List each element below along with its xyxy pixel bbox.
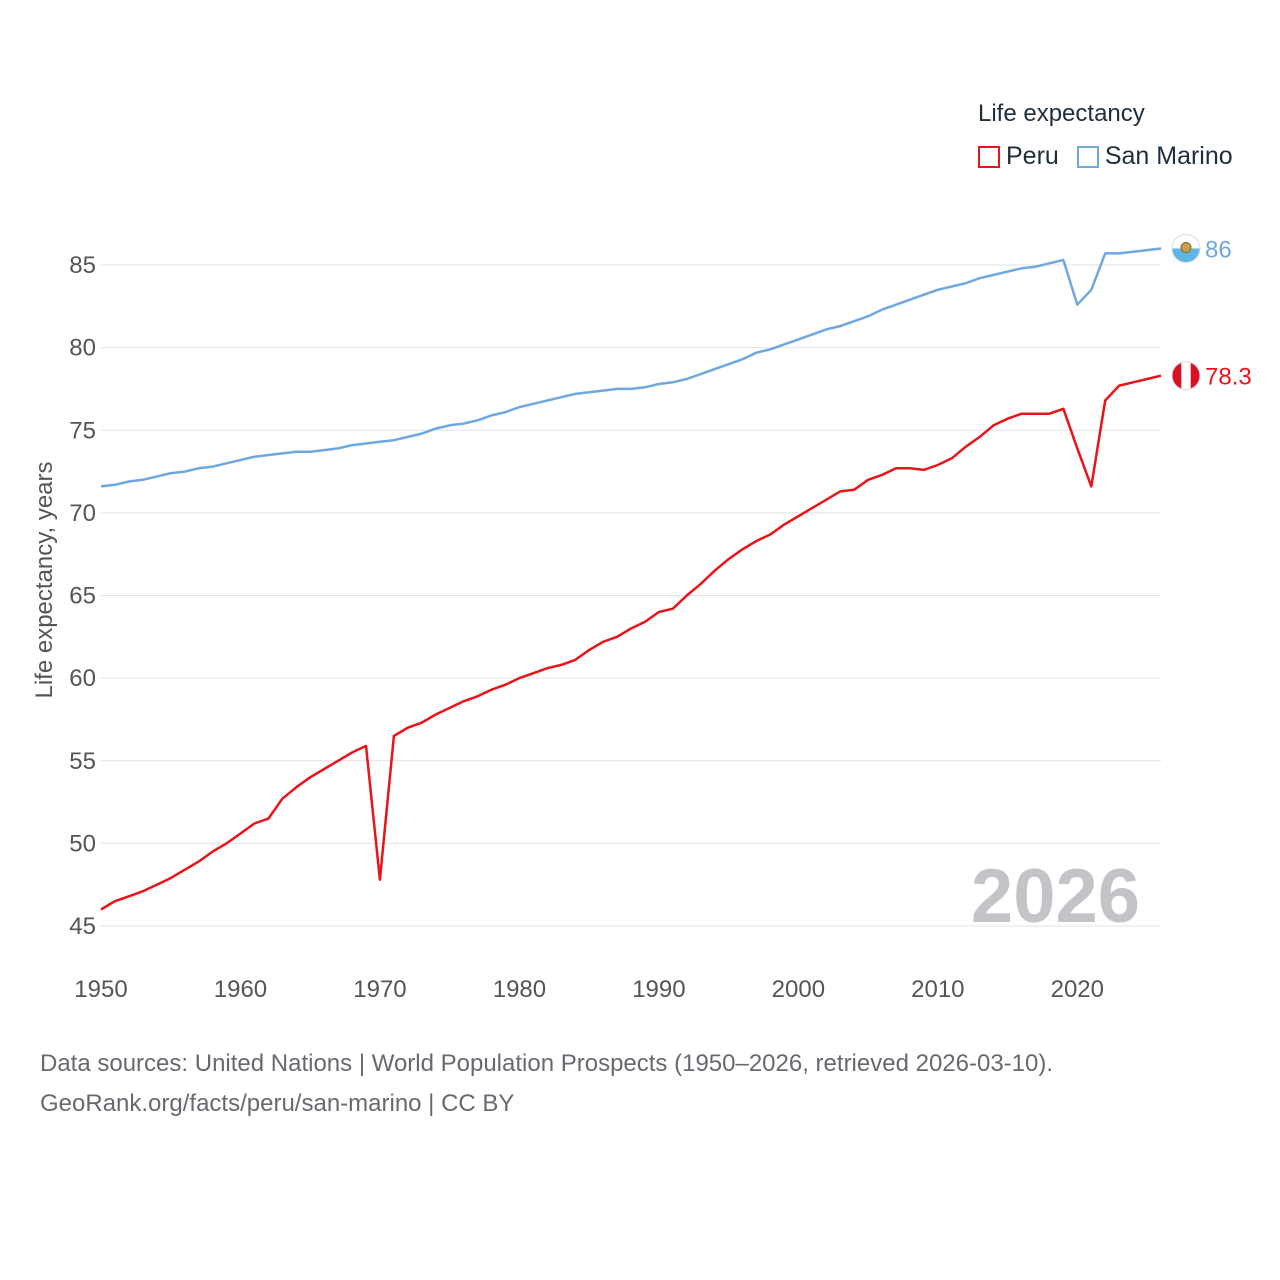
series-line-san-marino[interactable] [100, 247, 1162, 488]
legend-swatch-peru [978, 145, 1000, 168]
y-axis-title: Life expectancy, years [31, 461, 58, 698]
x-tick-label: 2010 [911, 976, 964, 1003]
y-tick-label: 75 [69, 417, 96, 444]
y-tick-label: 60 [69, 665, 96, 692]
x-tick-label: 2000 [772, 976, 825, 1003]
legend: Peru San Marino [978, 142, 1251, 171]
x-tick-label: 1990 [632, 976, 685, 1003]
x-axis-ticks: 1950 1960 1970 1980 1990 2000 2010 2020 [74, 976, 1104, 1003]
y-axis-ticks: 45 50 55 60 65 70 75 80 85 [69, 252, 96, 940]
y-tick-label: 80 [69, 335, 96, 362]
y-tick-label: 70 [69, 500, 96, 527]
legend-label-peru: Peru [1006, 142, 1059, 170]
legend-swatch-san-marino [1076, 145, 1099, 168]
footer-credit[interactable]: GeoRank.org/facts/peru/san-marino | CC B… [40, 1090, 515, 1117]
x-tick-label: 1950 [74, 976, 127, 1003]
y-tick-label: 45 [69, 913, 96, 940]
grid-lines [101, 264, 1161, 927]
legend-item-san-marino[interactable]: San Marino [1076, 142, 1233, 171]
footer: Data sources: United Nations | World Pop… [40, 1044, 1053, 1124]
y-tick-label: 50 [69, 830, 96, 857]
legend-title: Life expectancy [978, 100, 1145, 127]
year-watermark: 2026 [971, 854, 1140, 939]
y-tick-label: 65 [69, 583, 96, 610]
end-markers: 78.3 86 [1171, 233, 1252, 391]
y-tick-label: 55 [69, 748, 96, 775]
footer-sources: Data sources: United Nations | World Pop… [40, 1050, 1054, 1077]
peru-flag-icon [1171, 361, 1201, 391]
legend-item-peru[interactable]: Peru [978, 142, 1059, 171]
x-tick-label: 1970 [353, 976, 406, 1003]
x-tick-label: 2020 [1051, 976, 1104, 1003]
y-tick-label: 85 [69, 252, 96, 279]
series-lines [100, 247, 1162, 911]
end-label-san-marino: 86 [1205, 236, 1232, 263]
x-tick-label: 1960 [214, 976, 267, 1003]
end-label-peru: 78.3 [1205, 364, 1252, 391]
legend-label-san-marino: San Marino [1104, 142, 1233, 170]
san-marino-flag-icon [1171, 233, 1201, 263]
series-line-peru[interactable] [100, 374, 1162, 911]
line-chart: 45 50 55 60 65 70 75 80 85 1950 1960 1970 1980 1990 2… [31, 233, 1252, 1003]
x-tick-label: 1980 [493, 976, 546, 1003]
